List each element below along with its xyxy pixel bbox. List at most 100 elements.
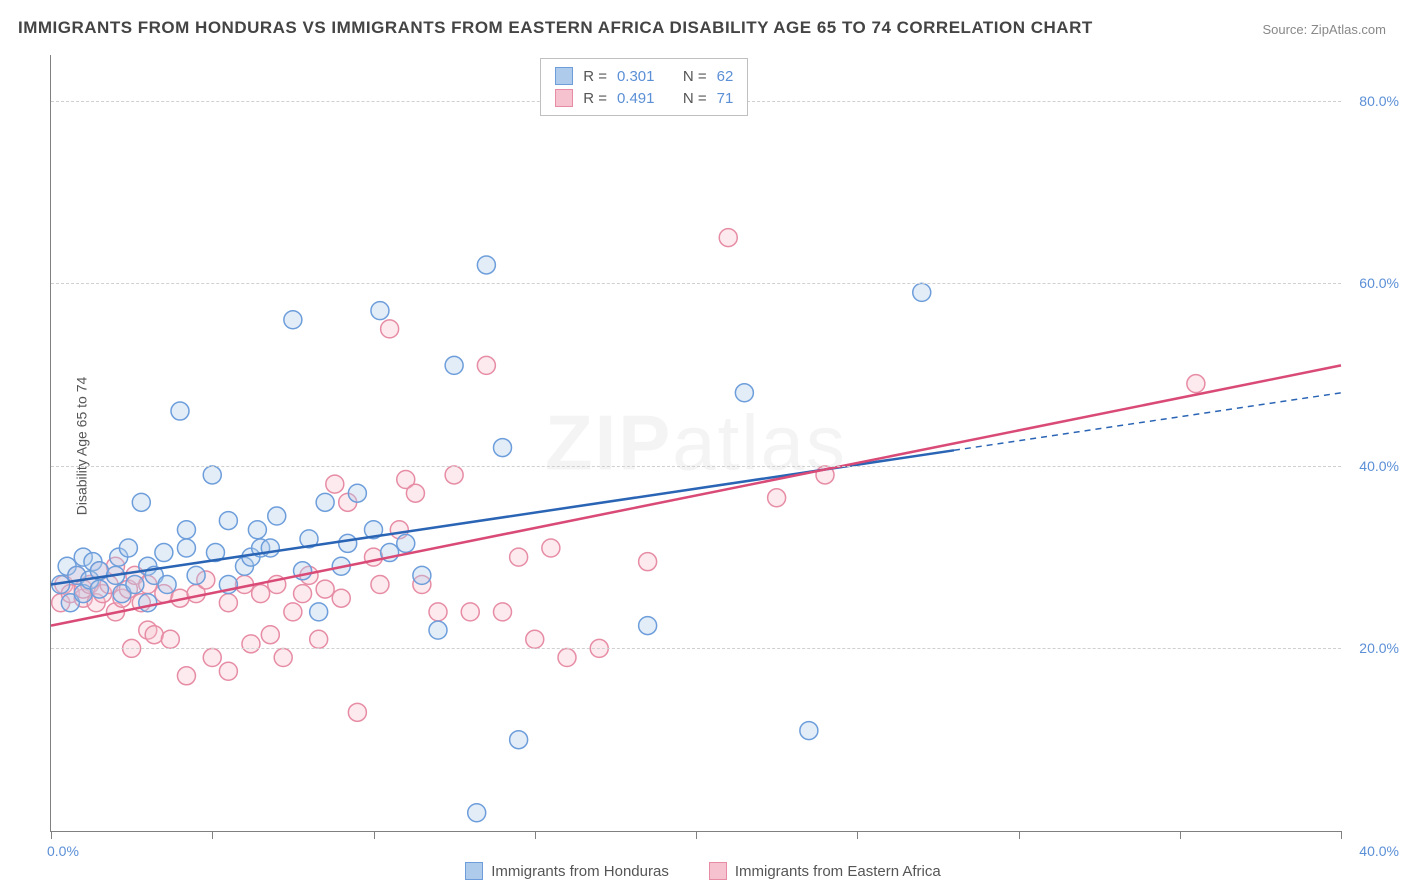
data-point [261, 539, 279, 557]
data-point [477, 356, 495, 374]
series-legend: Immigrants from Honduras Immigrants from … [0, 862, 1406, 880]
r-label: R = [583, 90, 607, 107]
x-tick-label: 40.0% [1359, 843, 1399, 859]
data-point [177, 521, 195, 539]
data-point [132, 493, 150, 511]
n-value: 62 [717, 68, 734, 85]
chart-svg [51, 55, 1341, 831]
data-point [510, 548, 528, 566]
gridline [51, 466, 1341, 467]
data-point [242, 635, 260, 653]
x-tick [1180, 831, 1181, 839]
data-point [326, 475, 344, 493]
data-point [719, 229, 737, 247]
data-point [219, 512, 237, 530]
chart-title: IMMIGRANTS FROM HONDURAS VS IMMIGRANTS F… [18, 18, 1093, 38]
data-point [171, 402, 189, 420]
data-point [284, 311, 302, 329]
data-point [381, 320, 399, 338]
data-point [294, 585, 312, 603]
data-point [139, 594, 157, 612]
data-point [248, 521, 266, 539]
data-point [406, 484, 424, 502]
x-tick [857, 831, 858, 839]
data-point [371, 302, 389, 320]
correlation-legend: R =0.301 N =62R =0.491 N =71 [540, 58, 748, 116]
data-point [397, 534, 415, 552]
data-point [639, 553, 657, 571]
data-point [639, 617, 657, 635]
x-tick [374, 831, 375, 839]
gridline [51, 283, 1341, 284]
data-point [177, 667, 195, 685]
data-point [339, 534, 357, 552]
data-point [316, 580, 334, 598]
data-point [187, 566, 205, 584]
legend-swatch [555, 67, 573, 85]
data-point [510, 731, 528, 749]
x-tick [212, 831, 213, 839]
data-point [310, 603, 328, 621]
legend-label: Immigrants from Eastern Africa [735, 863, 941, 880]
data-point [413, 566, 431, 584]
correlation-row: R =0.491 N =71 [555, 87, 733, 109]
data-point [461, 603, 479, 621]
x-tick-label: 0.0% [47, 843, 79, 859]
data-point [119, 539, 137, 557]
n-value: 71 [717, 90, 734, 107]
x-tick [1019, 831, 1020, 839]
data-point [145, 626, 163, 644]
n-label: N = [683, 90, 707, 107]
data-point [542, 539, 560, 557]
data-point [126, 576, 144, 594]
data-point [203, 466, 221, 484]
data-point [735, 384, 753, 402]
data-point [284, 603, 302, 621]
data-point [371, 576, 389, 594]
r-label: R = [583, 68, 607, 85]
data-point [155, 544, 173, 562]
data-point [477, 256, 495, 274]
data-point [494, 603, 512, 621]
y-tick-label: 20.0% [1359, 640, 1399, 656]
plot-area: ZIPatlas 20.0%40.0%60.0%80.0%0.0%40.0% [50, 55, 1341, 832]
data-point [913, 283, 931, 301]
trend-line-extrapolated [954, 393, 1341, 451]
data-point [1187, 375, 1205, 393]
data-point [526, 630, 544, 648]
data-point [203, 649, 221, 667]
data-point [348, 484, 366, 502]
data-point [219, 662, 237, 680]
n-label: N = [683, 68, 707, 85]
y-tick-label: 40.0% [1359, 458, 1399, 474]
data-point [332, 589, 350, 607]
correlation-row: R = 0.301 N = 62 [555, 65, 733, 87]
data-point [365, 548, 383, 566]
data-point [348, 703, 366, 721]
legend-item: Immigrants from Eastern Africa [709, 862, 941, 880]
source-link[interactable]: ZipAtlas.com [1311, 22, 1386, 37]
data-point [252, 585, 270, 603]
data-point [768, 489, 786, 507]
data-point [310, 630, 328, 648]
data-point [158, 576, 176, 594]
trend-line [51, 365, 1341, 625]
x-tick [696, 831, 697, 839]
data-point [219, 594, 237, 612]
legend-label: Immigrants from Honduras [491, 863, 669, 880]
legend-swatch [465, 862, 483, 880]
legend-item: Immigrants from Honduras [465, 862, 669, 880]
data-point [429, 603, 447, 621]
data-point [494, 439, 512, 457]
x-tick [51, 831, 52, 839]
data-point [558, 649, 576, 667]
y-tick-label: 80.0% [1359, 93, 1399, 109]
data-point [268, 507, 286, 525]
data-point [161, 630, 179, 648]
data-point [274, 649, 292, 667]
data-point [261, 626, 279, 644]
r-value: 0.301 [617, 68, 655, 85]
y-tick-label: 60.0% [1359, 275, 1399, 291]
data-point [177, 539, 195, 557]
x-tick [1341, 831, 1342, 839]
